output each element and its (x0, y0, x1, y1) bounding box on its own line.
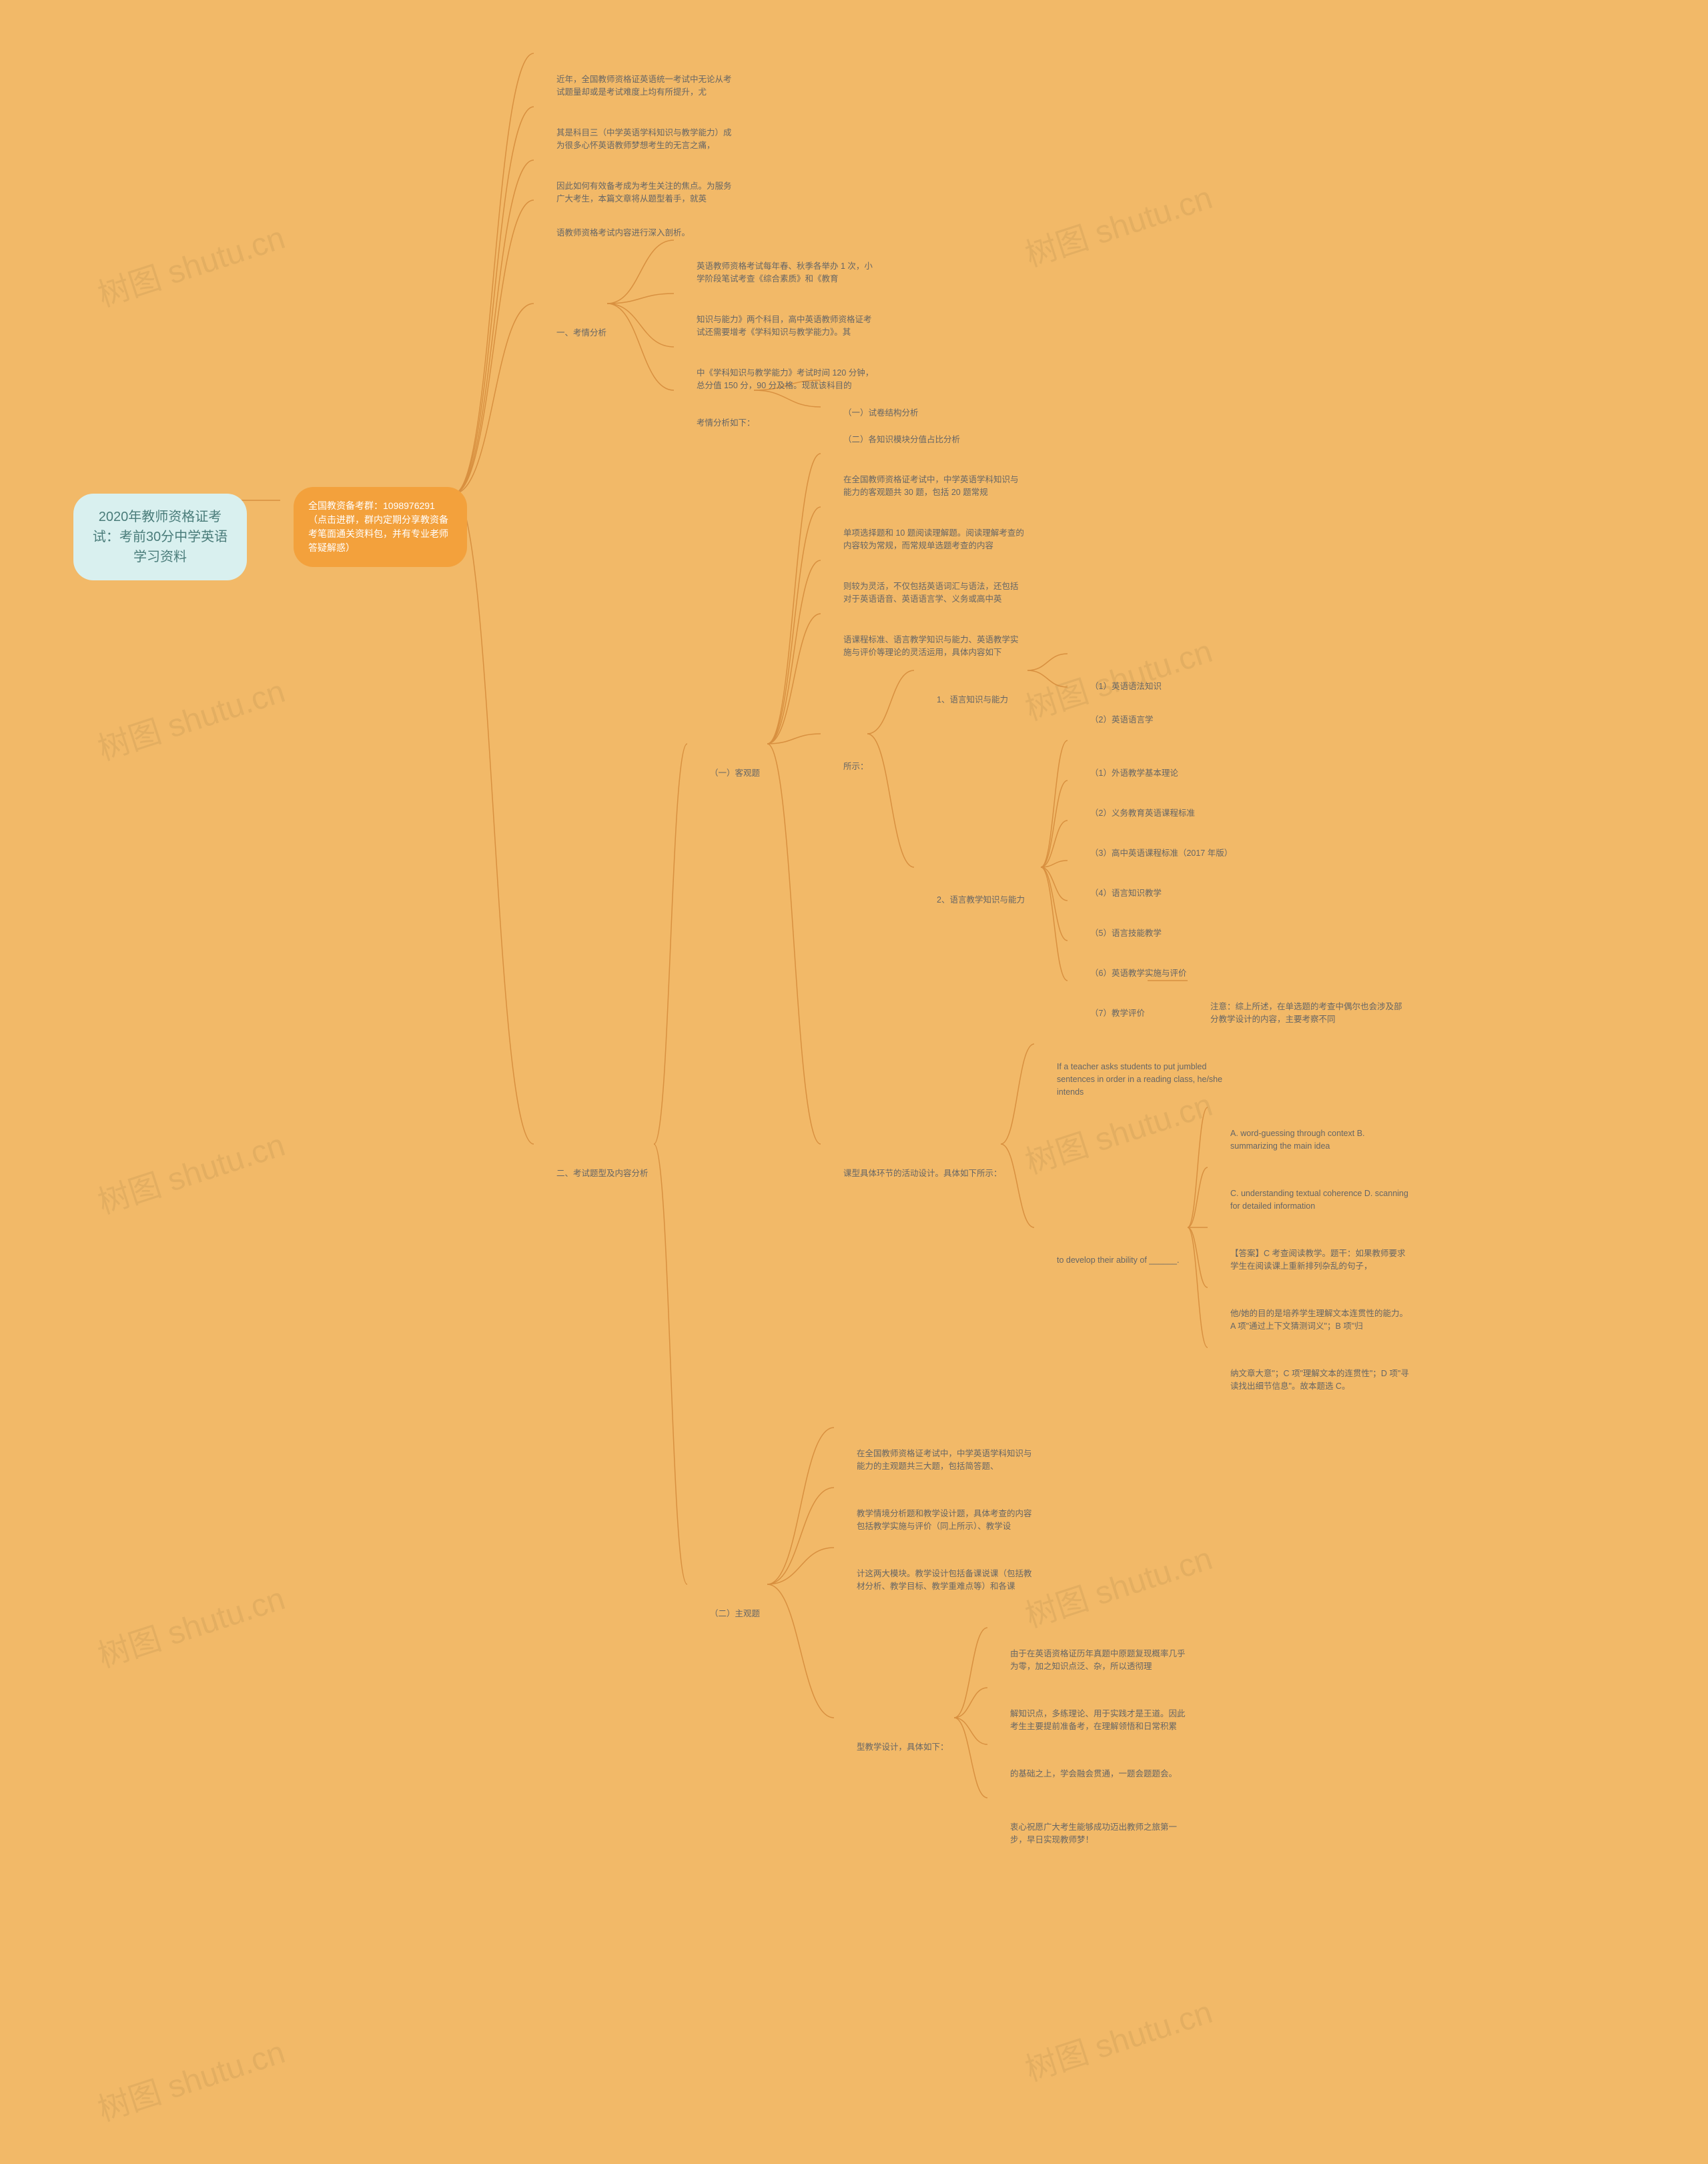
example-option: 纳文章大意"；C 项"理解文本的连贯性"；D 项"寻读找出细节信息"。故本题选 … (1221, 1361, 1421, 1400)
shown-label: 所示： (834, 754, 878, 780)
watermark: 树图 shutu.cn (91, 2026, 290, 2130)
objective-intro: 则较为灵活，不仅包括英语词汇与语法，还包括对于英语语音、英语语言学、义务或高中英 (834, 574, 1034, 612)
watermark: 树图 shutu.cn (1018, 1532, 1217, 1636)
objective-intro: 在全国教师资格证考试中，中学英语学科知识与能力的客观题共 30 题，包括 20 … (834, 467, 1034, 506)
watermark: 树图 shutu.cn (1018, 1986, 1217, 2090)
section1-item: 中《学科知识与教学能力》考试时间 120 分钟，总分值 150 分，90 分及格… (687, 360, 887, 399)
hub-node: 全国教资备考群：1098976291（点击进群，群内定期分享教资备考笔面通关资料… (294, 487, 467, 567)
watermark: 树图 shutu.cn (91, 1119, 290, 1223)
subjective-title: （二）主观题 (701, 1601, 769, 1627)
section1-item: 考情分析如下： (687, 410, 765, 436)
intro-line: 其是科目三（中学英语学科知识与教学能力）成为很多心怀英语教师梦想考生的无言之痛， (547, 120, 747, 159)
watermark: 树图 shutu.cn (91, 665, 290, 769)
example-option: A. word-guessing through context B. summ… (1221, 1121, 1421, 1159)
example-title: 课型具体环节的活动设计。具体如下所示： (834, 1161, 1011, 1187)
group1-item: （2）英语语言学 (1081, 707, 1162, 733)
subjective-intro: 计这两大模块。教学设计包括备课说课（包括教材分析、教学目标、教学重难点等）和各课 (847, 1561, 1047, 1600)
group1-title: 1、语言知识与能力 (927, 687, 1017, 713)
example-stem: If a teacher asks students to put jumble… (1047, 1054, 1234, 1105)
group1-item: （1）英语语法知识 (1081, 674, 1171, 700)
group2-note: 注意：综上所述，在单选题的考查中偶尔也会涉及部分教学设计的内容，主要考察不同 (1201, 994, 1414, 1033)
design-title: 型教学设计，具体如下： (847, 1734, 958, 1760)
section1-title: 一、考情分析 (547, 320, 616, 346)
group2-item: （3）高中英语课程标准（2017 年版） (1081, 841, 1242, 867)
root-node: 2020年教师资格证考试：考前30分中学英语学习资料 (73, 494, 247, 580)
group2-item: （4）语言知识教学 (1081, 881, 1171, 907)
section1-item: 英语教师资格考试每年春、秋季各举办 1 次，小学阶段笔试考查《综合素质》和《教育 (687, 253, 887, 292)
design-item: 的基础之上，学会融会贯通，一题会题题会。 (1001, 1761, 1186, 1787)
intro-line: 因此如何有效备考成为考生关注的焦点。为服务广大考生，本篇文章将从题型着手，就英 (547, 173, 747, 212)
design-item: 解知识点，多练理论、用于实践才是王道。因此考生主要提前准备考，在理解领悟和日常积… (1001, 1701, 1201, 1740)
example-option: 他/她的目的是培养学生理解文本连贯性的能力。A 项"通过上下文猜测词义"；B 项… (1221, 1301, 1421, 1339)
intro-line: 语教师资格考试内容进行深入剖析。 (547, 220, 699, 246)
example-option: 【答案】C 考查阅读教学。题干：如果教师要求学生在阅读课上重新排列杂乱的句子， (1221, 1241, 1421, 1279)
watermark: 树图 shutu.cn (1018, 171, 1217, 276)
section1-item: 知识与能力》两个科目，高中英语教师资格证考试还需要增考《学科知识与教学能力》。其 (687, 307, 887, 346)
group2-item: （7）教学评价 (1081, 1001, 1154, 1027)
example-option: C. understanding textual coherence D. sc… (1221, 1181, 1421, 1219)
example-prompt: to develop their ability of ______. (1047, 1247, 1188, 1273)
subjective-intro: 在全国教师资格证考试中，中学英语学科知识与能力的主观题共三大题，包括简答题、 (847, 1441, 1047, 1480)
design-item: 衷心祝愿广大考生能够成功迈出教师之旅第一步，早日实现教师梦！ (1001, 1814, 1201, 1853)
intro-line: 近年，全国教师资格证英语统一考试中无论从考试题量却或是考试难度上均有所提升，尤 (547, 67, 747, 105)
objective-title: （一）客观题 (701, 760, 769, 786)
objective-intro: 单项选择题和 10 题阅读理解题。阅读理解考查的内容较为常规，而常规单选题考查的… (834, 520, 1034, 559)
objective-intro: 语课程标准、语言教学知识与能力、英语教学实施与评价等理论的灵活运用，具体内容如下 (834, 627, 1034, 666)
section1-sub: （二）各知识模块分值占比分析 (834, 427, 969, 453)
watermark: 树图 shutu.cn (91, 1572, 290, 1676)
group2-item: （5）语言技能教学 (1081, 921, 1171, 947)
group2-title: 2、语言教学知识与能力 (927, 887, 1034, 913)
design-item: 由于在英语资格证历年真题中原题复现概率几乎为零，加之知识点泛、杂，所以透彻理 (1001, 1641, 1201, 1680)
group2-item: （2）义务教育英语课程标准 (1081, 800, 1204, 827)
watermark: 树图 shutu.cn (91, 211, 290, 316)
section1-sub: （一）试卷结构分析 (834, 400, 928, 426)
group2-item: （1）外语教学基本理论 (1081, 760, 1188, 786)
group2-item: （6）英语教学实施与评价 (1081, 961, 1196, 987)
section2-title: 二、考试题型及内容分析 (547, 1161, 658, 1187)
subjective-intro: 教学情境分析题和教学设计题，具体考查的内容包括教学实施与评价（同上所示）、教学设 (847, 1501, 1047, 1540)
